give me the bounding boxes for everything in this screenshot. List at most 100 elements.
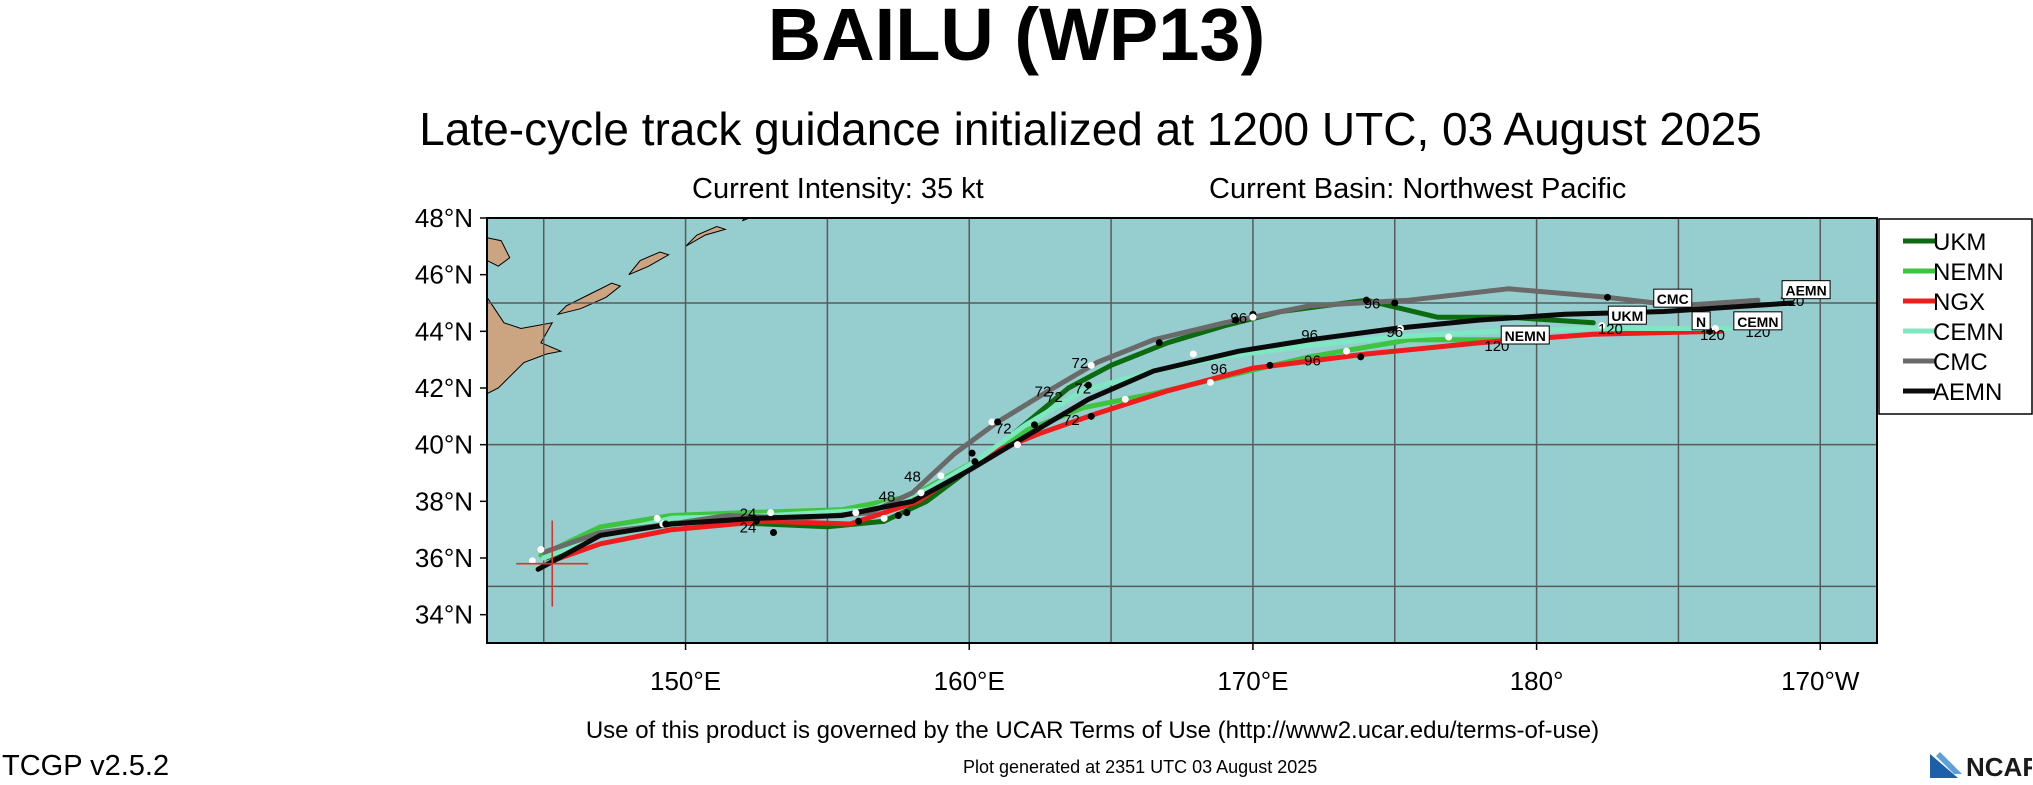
end-tag-text: NEMN [1505,328,1546,344]
legend-item-cmc: CMC [1903,349,1988,376]
legend-label: AEMN [1933,379,2002,406]
land-layer [487,218,751,395]
track-point-aemn [1249,313,1257,321]
track-point-cmc [894,512,902,519]
storm-title: BAILU (WP13) [767,0,1266,76]
track-point-cmc [1232,316,1240,324]
track-point-cemn [880,514,888,522]
forecast-hour-label: 72 [995,420,1012,437]
track-point-cmc [1604,293,1612,301]
track-point-cemn [1445,333,1453,341]
track-point-cemn [1189,350,1197,358]
end-tag-text: CEMN [1737,314,1778,330]
version-label: TCGP v2.5.2 [2,750,170,782]
track-point-nemn [1121,395,1129,403]
current-intensity: Current Intensity: 35 kt [692,173,984,205]
track-point-ukm [1084,381,1092,389]
forecast-hour-label: 120 [1598,321,1623,338]
current-basin: Current Basin: Northwest Pacific [1209,173,1627,205]
legend: UKM NEMN NGX CEMN CMC AEMN [1878,218,2033,415]
end-tag-text: AEMN [1785,283,1826,299]
legend-item-ngx: NGX [1903,289,1985,316]
track-point-nemn [852,509,860,517]
land-kuril-3 [685,225,727,247]
track-point-ngx [1087,412,1095,420]
track-point-aemn [1013,441,1021,449]
end-tag-box [1607,305,1647,325]
forecast-hour-label: 72 [1072,355,1089,372]
legend-label: UKM [1933,229,1986,256]
legend-label: NEMN [1933,259,2004,286]
forecast-hour-label: 24 [740,520,757,537]
track-point-cmc [994,418,1002,426]
forecast-hour-label: 96 [1230,310,1247,327]
end-tag-box [1733,311,1783,331]
forecast-hour-label: 72 [1046,389,1063,406]
lat-tick-label: 40°N [415,430,473,460]
lon-tick-label: 150°E [650,666,721,696]
lat-tick-label: 46°N [415,260,473,290]
end-tag-aemn: AEMN [1781,280,1831,300]
land-kuril-1 [556,282,622,316]
end-tag-cmc: CMC [1653,288,1693,308]
track-point-cemn [1711,325,1719,332]
legend-item-aemn: AEMN [1903,379,2002,406]
track-point-ngx [770,529,778,536]
lat-tick-label: 38°N [415,486,473,516]
legend-box [1878,218,2033,415]
track-point-nemn [653,514,661,522]
forecast-markers [528,293,1719,565]
forecast-tracks [535,286,1795,572]
legend-item-ukm: UKM [1903,229,1986,256]
forecast-hour-label: 96 [1211,361,1228,378]
track-point-cemn [1598,322,1606,330]
end-tag-box [1691,311,1711,331]
track-point-ukm [903,509,911,517]
track-point-ngx [1266,361,1274,369]
ncar-logo-text: NCAR [1966,752,2032,780]
track-point-aemn [537,546,545,553]
lat-tick-label: 48°N [415,203,473,233]
track-point-ngx [1357,353,1365,361]
guidance-subtitle: Late-cycle track guidance initialized at… [419,103,1762,155]
track-point-nemn [1343,347,1351,355]
forecast-hour-label: 72 [1074,381,1091,398]
map-frame [486,217,1878,644]
lat-tick-label: 42°N [415,373,473,403]
lon-tick-label: 170°E [1217,666,1288,696]
forecast-hour-label: 72 [1035,384,1052,401]
forecast-hour-label: 120 [1700,327,1725,344]
forecast-hour-label: 72 [1063,412,1080,429]
lat-tick-label: 34°N [415,600,473,630]
track-cmc [541,286,1761,555]
land-kuril-2 [628,251,670,276]
track-point-aemn [1396,325,1404,332]
track-point-cmc [1155,339,1163,347]
track-point-ukm [968,449,976,457]
end-tag-ukm: UKM [1607,305,1647,325]
track-point-cmc [662,520,670,528]
legend-label: CMC [1933,349,1988,376]
track-point-cmc [1391,299,1399,307]
track-point-aemn [767,509,775,517]
lon-tick-label: 160°E [934,666,1005,696]
current-position-marker [516,520,589,607]
track-point-ngx [855,517,863,525]
forecast-hour-label: 96 [1304,352,1321,369]
end-tag-box [1653,288,1693,308]
end-tag-nemn: NEMN [1500,325,1550,345]
track-end-tags: CMC AEMN UKM N CEMN NEMN [1500,280,1831,345]
track-point-ngx [1030,421,1038,429]
track-point-aemn [1087,361,1095,369]
generated-timestamp: Plot generated at 2351 UTC 03 August 202… [963,757,1318,777]
forecast-hour-label: 96 [1364,296,1381,313]
legend-label: NGX [1933,289,1985,316]
lon-tick-label: 180° [1510,666,1564,696]
forecast-hour-label: 24 [740,505,757,522]
forecast-hour-label: 96 [1386,324,1403,341]
land-iturup-tip [487,237,511,267]
end-tag-text: N [1696,314,1706,330]
end-tag-text: UKM [1611,308,1643,324]
track-point-nemn [937,472,945,480]
